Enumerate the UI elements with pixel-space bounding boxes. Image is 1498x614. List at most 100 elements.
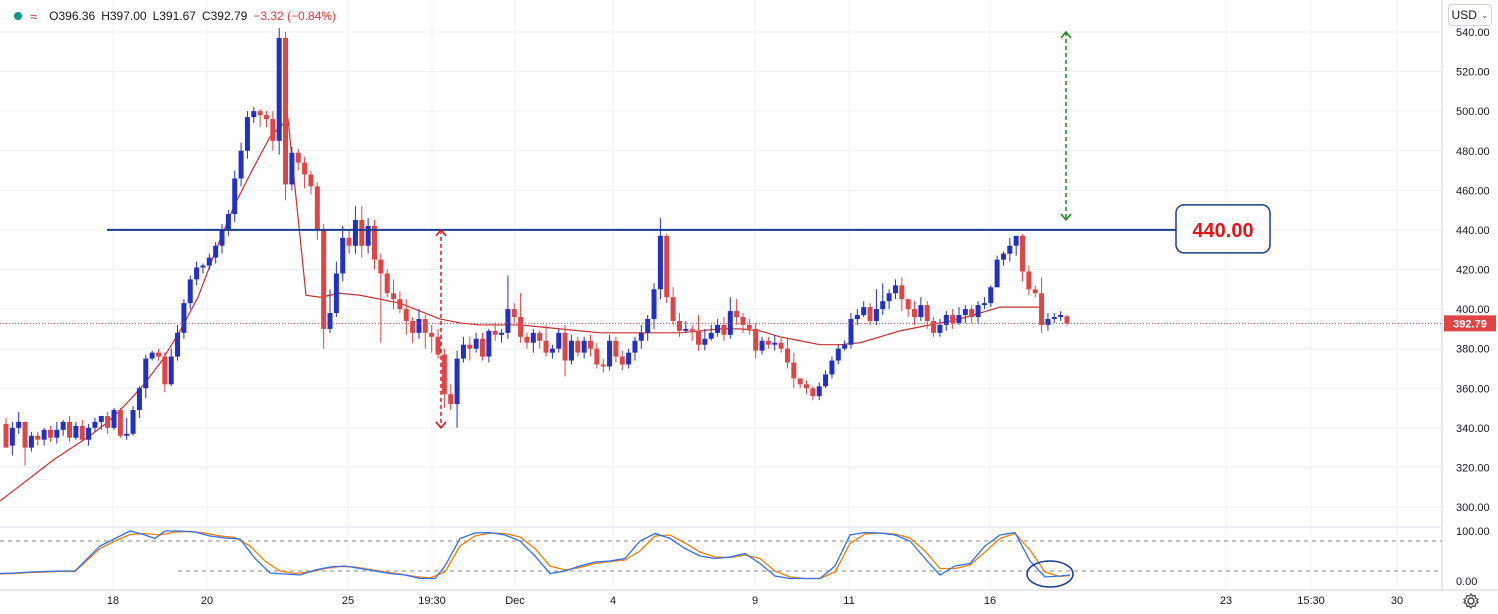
- candle-body: [378, 259, 384, 274]
- price-tick-label: 480.00: [1456, 146, 1490, 158]
- candle-up: [981, 297, 987, 310]
- candle-body: [511, 309, 517, 317]
- time-tick-label: 15:30: [1297, 595, 1325, 607]
- candle-body: [257, 111, 263, 116]
- candle-body: [918, 305, 924, 317]
- candle-down: [117, 408, 123, 438]
- candle-down: [924, 301, 930, 329]
- candle-up: [187, 275, 193, 310]
- candle-body: [441, 354, 447, 395]
- candle-up: [86, 423, 92, 446]
- candle-body: [429, 332, 435, 337]
- candle-body: [187, 279, 193, 304]
- candle-down: [734, 299, 740, 325]
- gear-icon[interactable]: [1462, 592, 1480, 610]
- candle-body: [168, 356, 174, 385]
- candle-body: [47, 429, 53, 438]
- time-tick-label: 30: [1391, 595, 1403, 607]
- candle-down: [22, 421, 28, 466]
- price-tick-label: 540.00: [1456, 27, 1490, 39]
- candle-up: [181, 299, 187, 339]
- candle-body: [931, 320, 937, 333]
- candle-up: [41, 427, 47, 446]
- candle-down: [270, 111, 276, 151]
- low-value: L391.67: [152, 9, 196, 23]
- candle-up: [708, 324, 714, 341]
- candle-up: [842, 340, 848, 351]
- candle-up: [657, 218, 663, 300]
- candle-body: [791, 362, 797, 379]
- candle-body: [340, 237, 346, 274]
- candle-body: [892, 285, 898, 294]
- candle-body: [194, 267, 200, 280]
- candle-body: [619, 356, 625, 365]
- candle-body: [492, 330, 498, 335]
- candle-down: [613, 336, 619, 363]
- resistance-label-box: [1175, 204, 1271, 254]
- candle-down: [689, 324, 695, 341]
- candle-up: [1058, 311, 1064, 321]
- candle-up: [988, 285, 994, 308]
- candle-up: [124, 417, 130, 440]
- candle-body: [35, 435, 41, 440]
- candle-up: [168, 348, 174, 387]
- candle-up: [994, 255, 1000, 288]
- candle-body: [60, 421, 66, 430]
- currency-label: USD: [1451, 8, 1477, 22]
- candle-body: [905, 299, 911, 310]
- candle-up: [28, 431, 34, 452]
- candle-down: [359, 206, 365, 258]
- candle-up: [727, 297, 733, 339]
- time-tick-label: 18: [107, 595, 119, 607]
- candle-down: [1020, 233, 1026, 282]
- currency-button[interactable]: USD ⌄: [1448, 4, 1492, 26]
- candle-down: [35, 431, 41, 446]
- candle-up: [327, 289, 333, 333]
- candle-body: [397, 299, 403, 310]
- candle-down: [283, 32, 289, 201]
- time-tick-label: 23: [1220, 595, 1232, 607]
- candle-body: [473, 338, 479, 349]
- candle-body: [638, 332, 644, 341]
- candle-body: [308, 174, 314, 187]
- candle-down: [371, 220, 377, 270]
- candle-up: [251, 107, 257, 124]
- price-tick-label: 460.00: [1456, 185, 1490, 197]
- candle-body: [797, 378, 803, 385]
- candle-down: [1026, 265, 1032, 296]
- candle-down: [314, 182, 320, 240]
- candle-body: [1032, 289, 1038, 294]
- candle-down: [155, 348, 161, 361]
- candle-body: [111, 410, 117, 428]
- price-tick-label: 300.00: [1456, 502, 1490, 514]
- candle-body: [715, 324, 721, 333]
- candle-down: [403, 299, 409, 335]
- candle-body: [651, 289, 657, 319]
- candle-body: [149, 352, 155, 359]
- candle-body: [816, 386, 822, 397]
- candle-up: [835, 344, 841, 365]
- candle-up: [1013, 235, 1019, 256]
- candle-body: [1000, 253, 1006, 260]
- candle-down: [562, 324, 568, 377]
- candle-body: [391, 293, 397, 300]
- candle-body: [79, 425, 85, 440]
- candle-body: [314, 186, 320, 230]
- candle-down: [492, 322, 498, 341]
- candle-body: [994, 259, 1000, 288]
- candle-body: [835, 348, 841, 361]
- candle-body: [765, 340, 771, 345]
- candle-body: [1045, 318, 1051, 325]
- candle-down: [1032, 285, 1038, 298]
- candle-down: [740, 313, 746, 333]
- time-tick-label: 16: [984, 595, 996, 607]
- candle-up: [823, 370, 829, 389]
- candle-body: [499, 332, 505, 335]
- candle-up: [54, 421, 60, 444]
- chevron-down-icon: ⌄: [1480, 9, 1489, 20]
- candle-body: [962, 309, 968, 316]
- candle-down: [791, 352, 797, 389]
- wave-icon[interactable]: ≈: [30, 8, 38, 24]
- candle-up: [200, 263, 206, 274]
